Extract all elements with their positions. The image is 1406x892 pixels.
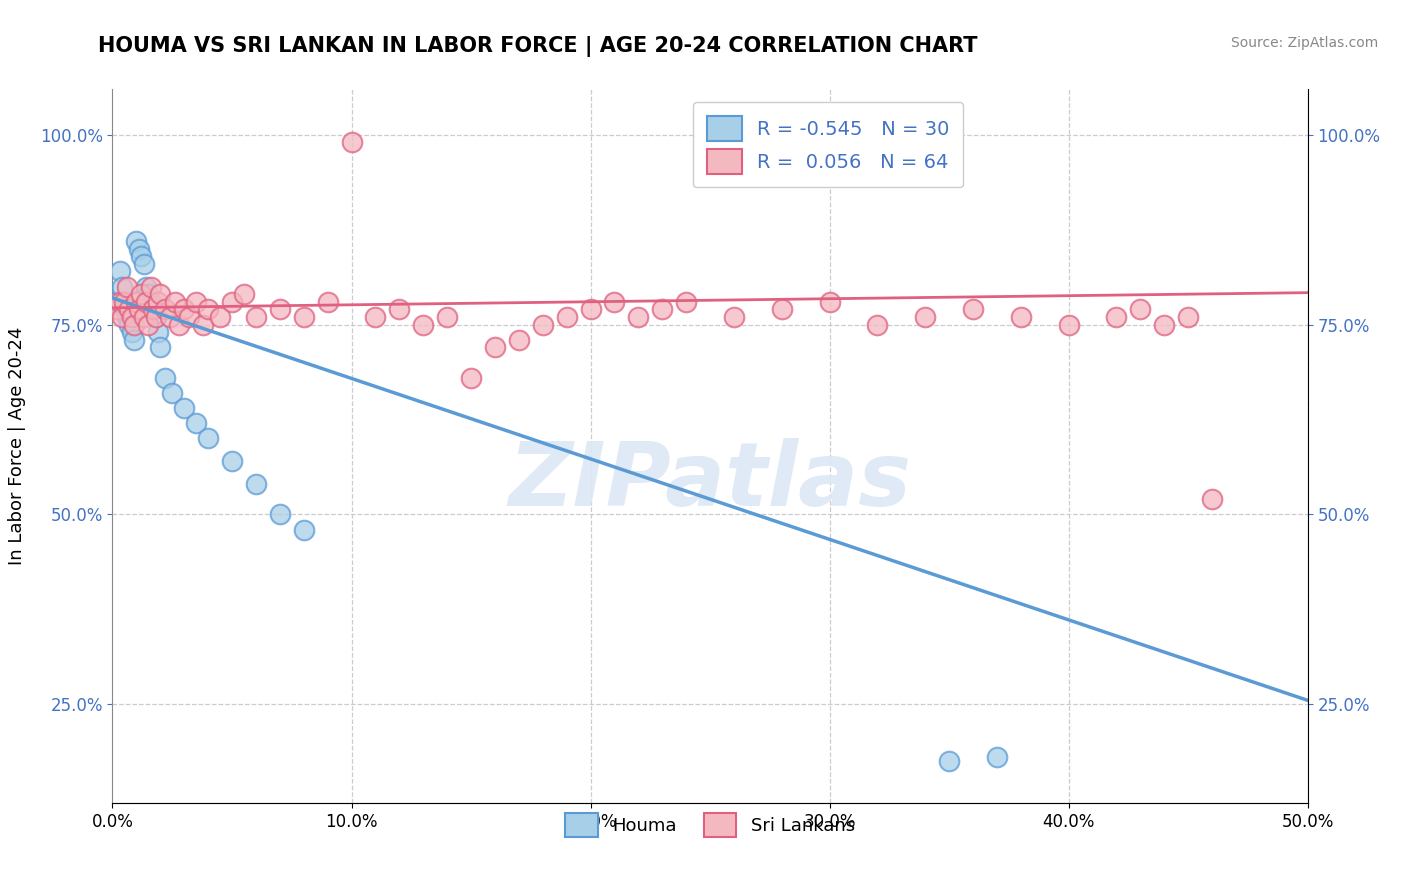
Point [186,416,208,430]
Point [145,310,167,324]
Point [531,318,554,332]
Point [197,302,219,317]
Point [159,310,181,324]
Point [986,750,1008,764]
Point [163,294,186,309]
Point [135,279,157,293]
Text: Source: ZipAtlas.com: Source: ZipAtlas.com [1230,36,1378,50]
Point [139,279,162,293]
Point [364,310,387,324]
Point [138,318,160,332]
Text: HOUMA VS SRI LANKAN IN LABOR FORCE | AGE 20-24 CORRELATION CHART: HOUMA VS SRI LANKAN IN LABOR FORCE | AGE… [98,36,979,57]
Point [197,431,219,445]
Point [316,294,339,309]
Point [121,310,143,324]
Point [1201,492,1223,507]
Point [142,302,165,317]
Point [115,279,138,293]
Point [770,302,793,317]
Point [292,310,315,324]
Point [233,287,256,301]
Point [388,302,411,317]
Point [292,523,315,537]
Point [193,318,215,332]
Point [460,370,482,384]
Point [245,477,267,491]
Point [114,302,135,317]
Point [121,325,143,339]
Point [938,754,960,768]
Point [138,287,160,301]
Point [914,310,936,324]
Point [818,294,841,309]
Point [723,310,745,324]
Point [145,310,167,324]
Y-axis label: In Labor Force | Age 20-24: In Labor Force | Age 20-24 [8,326,25,566]
Point [245,310,267,324]
Point [866,318,889,332]
Point [162,385,183,400]
Point [111,310,134,324]
Point [1010,310,1032,324]
Point [128,242,150,256]
Point [555,310,578,324]
Point [269,302,291,317]
Point [105,302,128,317]
Point [118,302,141,317]
Point [221,294,243,309]
Point [1153,318,1175,332]
Point [108,294,131,309]
Point [122,333,145,347]
Point [153,302,176,317]
Point [114,294,135,309]
Point [1177,310,1199,324]
Point [173,302,195,317]
Point [1129,302,1152,317]
Point [125,234,148,248]
Point [125,294,148,309]
Point [139,294,162,309]
Point [149,287,172,301]
Point [169,318,191,332]
Point [177,310,200,324]
Point [675,294,697,309]
Point [412,318,434,332]
Point [132,310,155,324]
Point [436,310,458,324]
Point [508,333,530,347]
Point [129,249,152,263]
Point [105,294,128,309]
Point [186,294,208,309]
Point [146,294,169,309]
Point [149,340,172,354]
Point [122,318,145,332]
Text: ZIPatlas: ZIPatlas [509,438,911,525]
Point [1105,310,1128,324]
Point [269,508,291,522]
Point [699,136,721,150]
Point [962,302,984,317]
Point [128,302,150,317]
Point [115,310,138,324]
Point [209,310,232,324]
Point [111,279,134,293]
Point [651,302,673,317]
Point [135,294,157,309]
Point [132,257,155,271]
Point [173,401,195,415]
Point [146,325,169,339]
Point [118,318,141,332]
Point [153,370,176,384]
Point [142,302,165,317]
Point [579,302,602,317]
Point [108,264,131,278]
Point [340,136,363,150]
Point [221,454,243,468]
Point [627,310,650,324]
Point [1057,318,1080,332]
Legend: Houma, Sri Lankans: Houma, Sri Lankans [558,806,862,844]
Point [129,287,152,301]
Point [484,340,506,354]
Point [603,294,626,309]
